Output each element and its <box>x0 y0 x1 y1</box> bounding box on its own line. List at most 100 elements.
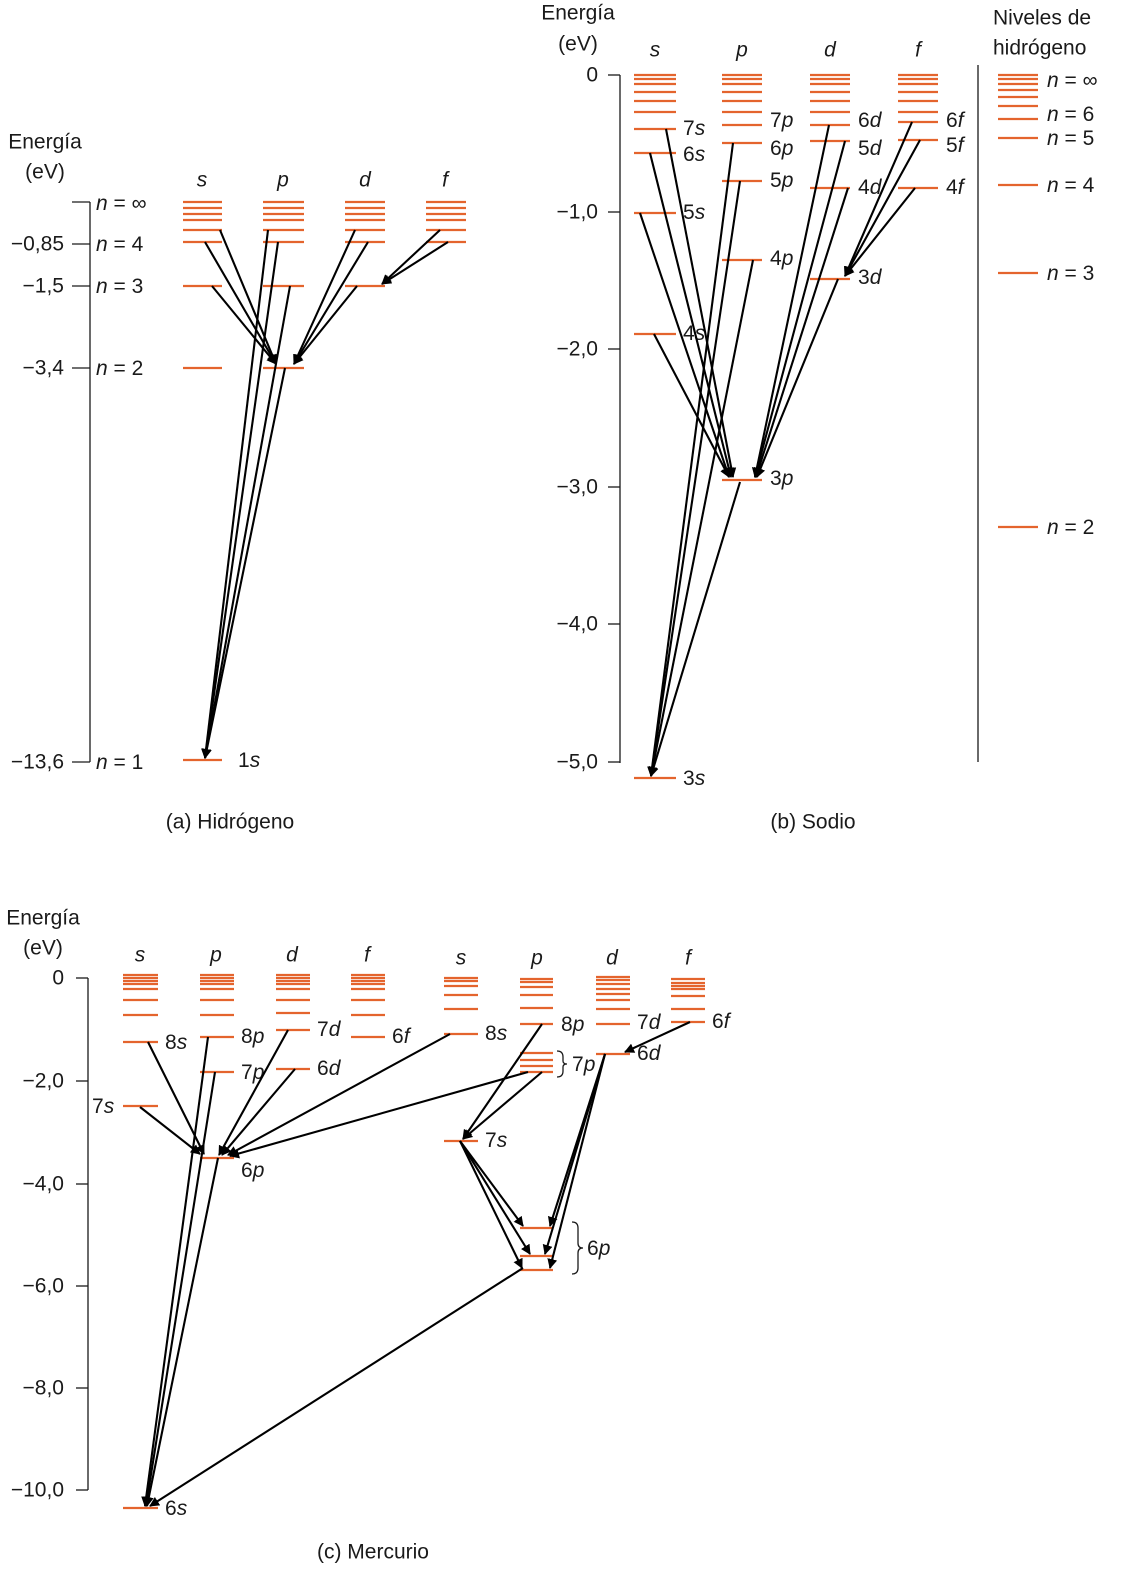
transition-arrow <box>227 1033 451 1156</box>
n-level-label: n = ∞ <box>96 192 147 215</box>
transition-arrow <box>381 229 441 285</box>
column-header: p <box>209 944 222 967</box>
transition-arrow <box>147 1041 205 1155</box>
transition-arrow <box>547 1053 607 1269</box>
level-label: 4s <box>683 322 706 345</box>
column-header: f <box>685 947 693 970</box>
hydrogen-n-label: n = 2 <box>1047 516 1094 539</box>
level-label: 5d <box>858 137 883 160</box>
column-header: d <box>286 944 299 967</box>
n-level-label: n = 1 <box>96 751 143 774</box>
level-label: 6s <box>165 1497 188 1520</box>
tick-label: −4,0 <box>557 613 598 636</box>
transition-arrow <box>542 1053 607 1255</box>
n-level-label: n = 3 <box>96 275 143 298</box>
transition-arrow <box>647 259 755 777</box>
column-header: f <box>364 944 372 967</box>
column-header: d <box>824 39 837 62</box>
transition-arrow <box>218 1029 289 1156</box>
level-label: 7p <box>770 109 793 132</box>
transition-arrow <box>201 367 287 759</box>
brace-7p <box>556 1050 568 1078</box>
brace-6p <box>571 1221 584 1275</box>
hydrogen-n-label: n = 4 <box>1047 174 1095 197</box>
transition-arrow <box>755 278 839 478</box>
axis-title: Energía <box>8 131 82 154</box>
level-label: 7s <box>683 117 706 140</box>
hydrogen-n-label: n = 3 <box>1047 262 1094 285</box>
axis-unit: (eV) <box>558 33 598 56</box>
tick-label: −10,0 <box>11 1479 64 1502</box>
level-label: 4p <box>770 247 793 270</box>
transition-arrow <box>459 1140 523 1269</box>
level-label: 4d <box>858 176 883 199</box>
transition-arrow <box>648 152 734 478</box>
transition-arrow <box>459 1140 531 1255</box>
level-label: 8s <box>485 1022 508 1045</box>
caption: (c) Mercurio <box>317 1541 429 1564</box>
column-header: d <box>359 169 372 192</box>
transition-arrow <box>751 124 831 478</box>
axis-unit: (eV) <box>23 937 63 960</box>
tick-label: −3,4 <box>23 357 65 380</box>
transition-arrow <box>462 1071 543 1140</box>
transition-arrow <box>753 187 850 478</box>
axis-unit: (eV) <box>25 161 65 184</box>
transition-arrow <box>648 481 742 777</box>
transition-arrow <box>201 285 292 759</box>
tick-label: −13,6 <box>11 751 64 774</box>
level-label: 6f <box>392 1025 412 1048</box>
transition-arrow <box>293 241 369 365</box>
column-header: s <box>135 944 146 967</box>
column-header: f <box>442 169 450 192</box>
level-label: 5f <box>946 134 966 157</box>
axis-title: Energía <box>541 2 615 25</box>
column-header: s <box>650 39 661 62</box>
transition-arrow <box>647 180 742 777</box>
panel-hydrogen: Energía (eV) −0,85 −1,5 −3,4 −13,6 n = ∞ n = 4 n… <box>8 131 466 834</box>
transition-arrow <box>141 1036 210 1507</box>
hydrogen-n-label: n = 6 <box>1047 103 1094 126</box>
transition-arrow <box>844 121 913 277</box>
level-label: 5s <box>683 201 706 224</box>
transition-arrow <box>142 1071 217 1507</box>
transition-arrow <box>462 1023 543 1140</box>
transition-arrow <box>844 187 916 277</box>
hydrogen-n-label: n = 5 <box>1047 127 1094 150</box>
tick-label: −4,0 <box>23 1173 64 1196</box>
transition-arrow <box>459 1140 524 1227</box>
level-label: 3p <box>770 467 793 490</box>
transition-arrow <box>143 1157 220 1507</box>
transition-arrow <box>201 229 270 759</box>
tick-label: −2,0 <box>557 338 598 361</box>
transition-arrow <box>149 1267 524 1507</box>
level-label: 8p <box>561 1013 584 1036</box>
tick-label: −6,0 <box>23 1275 64 1298</box>
transition-arrow <box>381 241 449 285</box>
transition-arrow <box>639 212 731 478</box>
n-level-label: n = 4 <box>96 233 144 256</box>
axis-title: Energía <box>6 907 80 930</box>
level-label: 8s <box>165 1031 188 1054</box>
level-label: 7s <box>92 1095 115 1118</box>
column-header: s <box>197 169 208 192</box>
tick-label: −3,0 <box>557 476 598 499</box>
transition-arrow <box>647 142 735 777</box>
level-label: 7d <box>637 1011 662 1034</box>
column-header: d <box>606 947 619 970</box>
transition-arrow <box>201 241 280 759</box>
level-label: 6p <box>587 1237 610 1260</box>
level-label: 6f <box>712 1010 732 1033</box>
column-header: p <box>735 39 748 62</box>
transition-arrow <box>221 1068 296 1156</box>
transition-arrow <box>229 1070 529 1159</box>
hydrogen-n-label: n = ∞ <box>1047 69 1098 92</box>
level-label: 8p <box>241 1025 264 1048</box>
transition-arrow <box>653 333 730 478</box>
level-label: 6s <box>683 143 706 166</box>
level-label: 6d <box>637 1042 662 1065</box>
column-header: p <box>276 169 289 192</box>
tick-label: −5,0 <box>557 751 598 774</box>
transition-arrow <box>211 285 277 365</box>
